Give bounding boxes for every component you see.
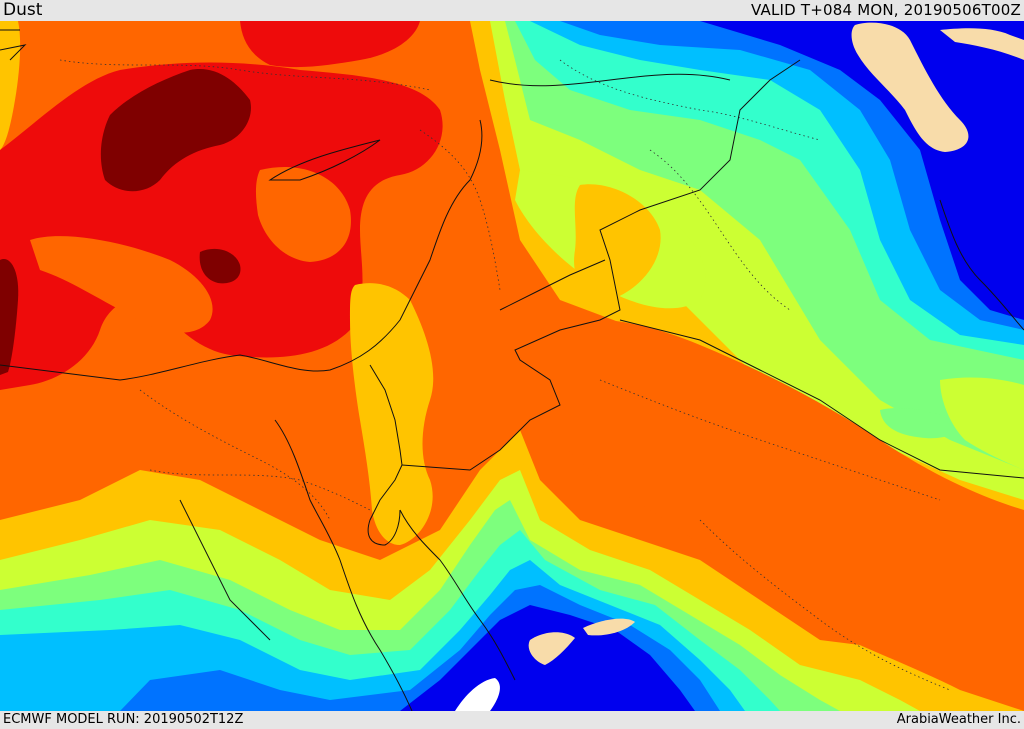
header-bar: Dust VALID T+084 MON, 20190506T00Z (0, 0, 1024, 21)
field-red-north (240, 21, 420, 68)
field-darkred-3 (0, 259, 19, 375)
field-white-south (455, 678, 500, 711)
coastlines-and-borders (0, 29, 1024, 711)
credit-label: ArabiaWeather Inc. (896, 712, 1021, 727)
field-darkred-1 (100, 69, 251, 192)
dust-forecast-map[interactable] (0, 21, 1024, 711)
field-deepblue-northeast (700, 21, 1024, 320)
footer-bar: ECMWF MODEL RUN: 20190502T12Z ArabiaWeat… (0, 711, 1024, 729)
field-amber-northwest-corner (0, 21, 21, 150)
model-run-label: ECMWF MODEL RUN: 20190502T12Z (3, 712, 244, 727)
field-orange-inner-2 (255, 166, 351, 262)
product-title: Dust (3, 0, 43, 20)
field-lime-east (940, 377, 1024, 470)
field-peach-south-2 (583, 618, 635, 636)
field-peach-northeast-2 (940, 28, 1024, 60)
field-lightgreen-east (880, 408, 959, 439)
field-orange-arabia (536, 319, 1024, 711)
field-orange-inner-1 (30, 236, 213, 333)
field-darkred-2 (199, 248, 241, 284)
field-peach-south-1 (528, 632, 575, 665)
province-borders (59, 59, 951, 691)
field-amber-central (574, 184, 661, 300)
field-peach-northeast (851, 22, 969, 152)
valid-time-label: VALID T+084 MON, 20190506T00Z (751, 1, 1021, 19)
